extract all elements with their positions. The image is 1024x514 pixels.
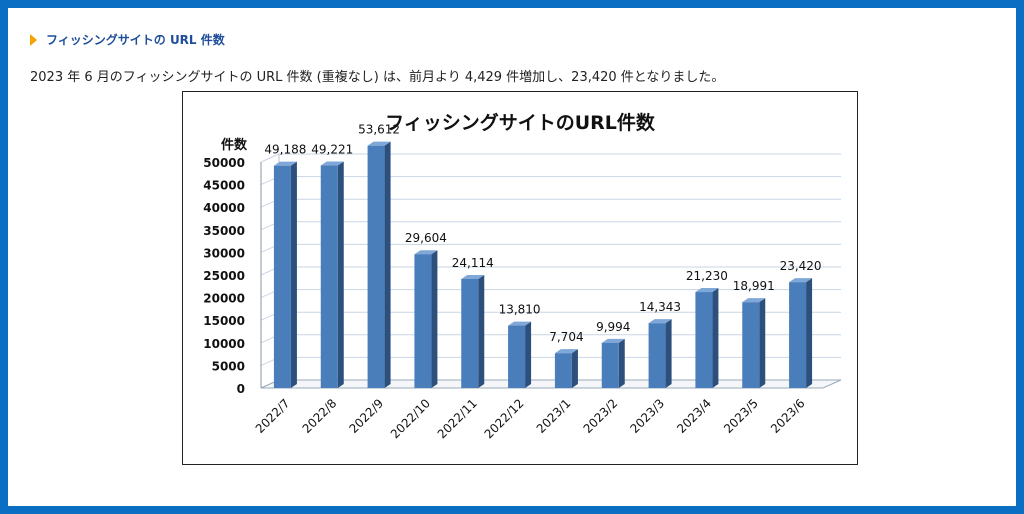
bar-top — [367, 141, 391, 146]
section-heading-text: フィッシングサイトの URL 件数 — [46, 33, 225, 47]
bar-side — [525, 321, 532, 388]
bar — [789, 282, 807, 388]
bar-side — [337, 161, 344, 388]
x-tick-label: 2023/4 — [674, 396, 714, 436]
bar-top — [414, 250, 438, 255]
data-label: 21,230 — [686, 269, 728, 283]
data-label: 49,188 — [264, 143, 306, 157]
x-tick-label: 2023/1 — [534, 396, 574, 436]
y-tick-label: 50000 — [203, 156, 245, 170]
bar — [601, 342, 619, 388]
x-tick-label: 2023/6 — [768, 396, 808, 436]
bar — [648, 323, 666, 388]
data-label: 49,221 — [311, 143, 353, 157]
bar-side — [290, 161, 297, 388]
gridline-side — [260, 153, 280, 163]
bar — [273, 165, 291, 388]
x-tick-label: 2022/8 — [300, 396, 340, 436]
bar-side — [759, 298, 766, 388]
y-tick-label: 45000 — [203, 179, 245, 193]
triangle-bullet-icon — [30, 33, 37, 46]
x-tick-label: 2022/10 — [388, 396, 433, 441]
y-tick-label: 15000 — [203, 314, 245, 328]
bar-side — [665, 319, 672, 388]
bar-top — [695, 288, 719, 293]
chart-plot: 0 5000 10000 15000 20000 25000 30000 35000 40000… — [203, 123, 842, 441]
chart-title: フィッシングサイトのURL件数 — [385, 112, 655, 134]
x-tick-label: 2023/2 — [581, 396, 621, 436]
y-tick-label: 25000 — [203, 269, 245, 283]
bar-top — [320, 161, 344, 166]
bar-side — [384, 141, 391, 388]
y-tick-label: 20000 — [203, 292, 245, 306]
bar — [414, 254, 432, 388]
section-description: 2023 年 6 月のフィッシングサイトの URL 件数 (重複なし) は、前月… — [30, 70, 725, 85]
y-tick-label: 10000 — [203, 337, 245, 351]
x-tick-label: 2022/7 — [253, 396, 293, 436]
bar — [461, 279, 479, 388]
x-tick-label: 2023/5 — [721, 396, 761, 436]
bar-side — [712, 288, 719, 388]
data-label: 18,991 — [733, 279, 775, 293]
x-tick-label: 2022/9 — [346, 396, 386, 436]
bar-top — [742, 298, 766, 303]
bar-side — [571, 349, 578, 388]
data-label: 24,114 — [452, 256, 494, 270]
bar-top — [273, 161, 297, 166]
bar-top — [508, 321, 532, 326]
bar-side — [618, 338, 625, 388]
bar-side — [806, 278, 813, 388]
section-heading: フィッシングサイトの URL 件数 — [30, 31, 225, 48]
bar — [695, 292, 713, 388]
bar — [554, 353, 572, 388]
data-label: 9,994 — [596, 320, 630, 334]
bar-top — [789, 278, 813, 283]
x-tick-label: 2022/12 — [482, 396, 527, 441]
x-tick-label: 2022/11 — [435, 396, 480, 441]
y-tick-label: 5000 — [212, 359, 245, 373]
bar-side — [431, 250, 438, 388]
x-tick-label: 2023/3 — [627, 396, 667, 436]
bar — [367, 145, 385, 388]
bar-top — [554, 349, 578, 354]
bar-top — [648, 319, 672, 324]
bar-chart: フィッシングサイトのURL件数 件数 0 5000 10000 15000 20000 2… — [182, 91, 858, 465]
bar — [320, 165, 338, 388]
y-tick-label: 35000 — [203, 224, 245, 238]
y-axis-label: 件数 — [221, 138, 248, 153]
data-label: 53,612 — [358, 123, 400, 137]
data-label: 14,343 — [639, 300, 681, 314]
y-tick-label: 40000 — [203, 201, 245, 215]
bar-side — [478, 275, 485, 388]
y-tick-label: 0 — [237, 382, 245, 396]
data-label: 13,810 — [499, 303, 541, 317]
data-label: 7,704 — [549, 330, 583, 344]
data-label: 29,604 — [405, 231, 447, 245]
data-label: 23,420 — [780, 259, 822, 273]
y-tick-label: 30000 — [203, 246, 245, 260]
bar — [508, 325, 526, 388]
bar-top — [461, 275, 485, 280]
bar — [742, 302, 760, 388]
bar-top — [601, 338, 625, 343]
